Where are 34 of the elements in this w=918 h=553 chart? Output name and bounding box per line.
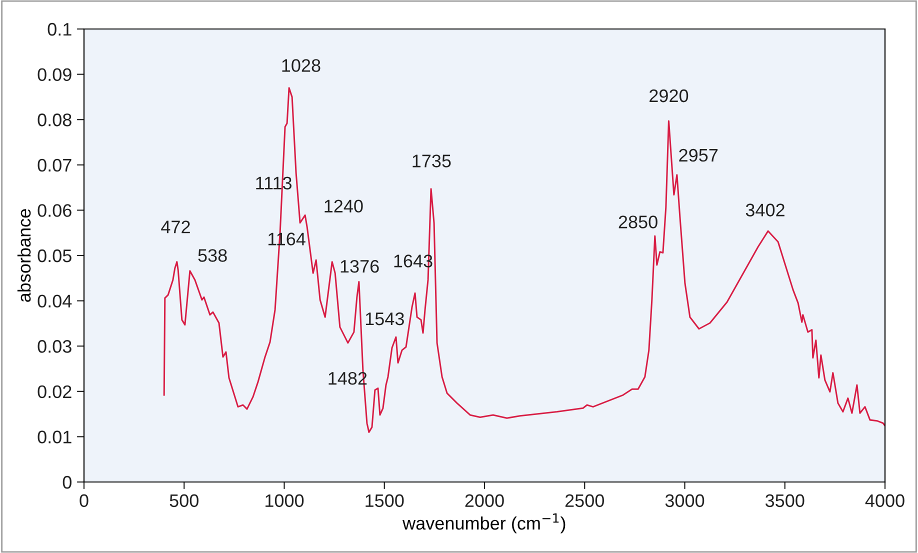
line-series [163,87,885,433]
annotation: 1735 [412,154,451,168]
y-tick-label: 0.03 [38,340,72,353]
annotation: 472 [161,220,190,234]
annotation: 1028 [282,59,320,72]
annotation: 2920 [650,89,688,102]
x-tick-label: 2000 [465,494,504,508]
annotation: 1376 [340,260,379,273]
y-axis-title: absorbance [17,209,31,302]
y-tick-label: 0.04 [38,294,72,308]
x-axis-title: wavenumber (cm$^{−1}$) [402,513,566,534]
y-tick-label: 0.1 [48,22,72,36]
y-tick-label: 0.05 [38,249,72,262]
x-tick-label: 3000 [665,494,704,508]
x-tick-label: 1000 [266,494,304,508]
y-tick-label: 0.02 [38,385,72,398]
x-tick-label: 500 [170,494,198,508]
y-tick-label: 0 [62,476,72,489]
annotation: 2957 [679,148,718,162]
y-tick-label: 0.08 [38,114,72,126]
annotation: 2850 [618,216,658,228]
annotation: 3402 [746,204,784,216]
x-tick-label: 2500 [565,494,604,508]
annotation: 1240 [324,200,363,213]
x-tick-label: 3500 [765,494,804,508]
x-tick-label: 4000 [865,494,904,508]
y-tick-label: 0.07 [38,158,72,172]
x-tick-label: 1500 [366,494,404,508]
y-tick-label: 0.01 [38,430,72,444]
y-tick-label: 0.06 [38,204,72,217]
annotation: 1543 [366,312,404,326]
annotation: 538 [198,249,227,262]
y-tick-label: 0.09 [38,68,72,82]
x-tick-label: 0 [80,494,88,508]
